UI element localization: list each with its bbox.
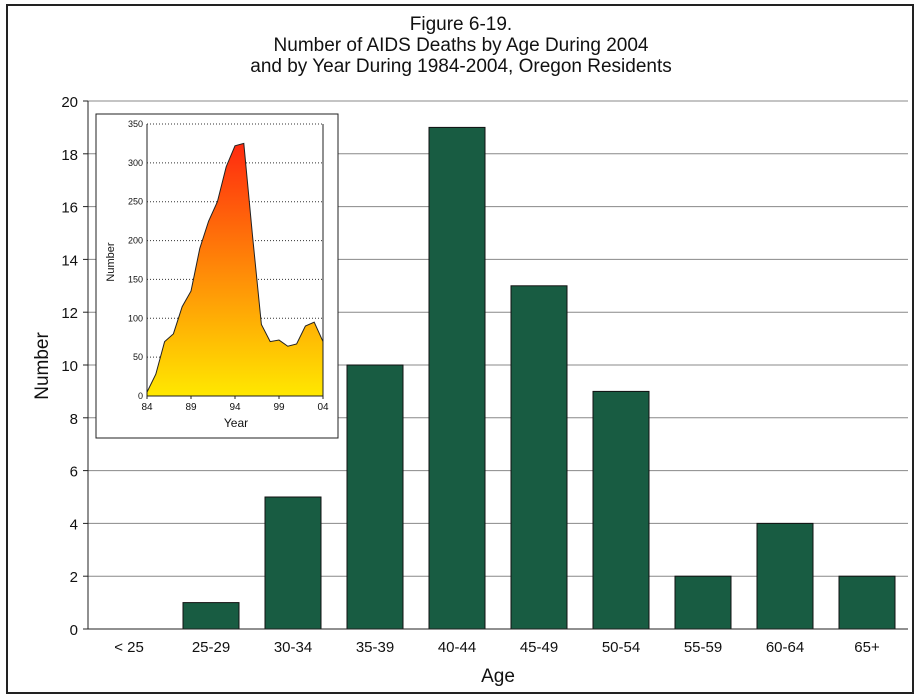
- inset-y-tick-label: 200: [128, 236, 143, 246]
- x-tick-label: 55-59: [684, 639, 722, 656]
- x-tick-label: 30-34: [274, 639, 312, 656]
- inset-y-tick-label: 350: [128, 119, 143, 129]
- y-tick-label: 14: [61, 252, 78, 269]
- bar: [756, 522, 814, 630]
- main-x-tick-labels: < 25 25-29 30-34 35-39 40-44 45-49 50-54 55-59 6…: [114, 639, 880, 656]
- x-tick-label: 60-64: [766, 639, 804, 656]
- inset-y-tick-labels: 0 50 100 150 200 250 300 350: [128, 119, 143, 401]
- y-axis-label: Number: [32, 332, 53, 400]
- figure-title: Figure 6-19.: [409, 14, 513, 35]
- figure-subtitle-line-1: Number of AIDS Deaths by Age During 2004: [273, 35, 649, 56]
- x-tick-label: 40-44: [438, 639, 476, 656]
- inset-x-tick-labels: 84 89 94 99 04: [141, 396, 329, 413]
- main-bars: [182, 126, 896, 630]
- y-tick-label: 4: [70, 516, 78, 533]
- inset-x-tick-label: 99: [273, 402, 285, 413]
- y-tick-label: 0: [70, 622, 78, 639]
- x-tick-label: 65+: [854, 639, 880, 656]
- x-tick-label: 50-54: [602, 639, 640, 656]
- x-tick-label: 35-39: [356, 639, 394, 656]
- inset-y-tick-label: 150: [128, 274, 143, 284]
- y-tick-label: 16: [61, 200, 78, 217]
- y-tick-label: 8: [70, 411, 78, 428]
- y-tick-label: 12: [61, 305, 78, 322]
- inset-x-tick-label: 94: [229, 402, 241, 413]
- inset-y-tick-label: 0: [138, 391, 143, 401]
- figure-subtitle-line-2: and by Year During 1984-2004, Oregon Res…: [250, 56, 672, 77]
- y-tick-label: 2: [70, 569, 78, 586]
- bar: [264, 496, 322, 630]
- inset-area-series: [146, 142, 324, 397]
- y-tick-label: 10: [61, 358, 78, 375]
- inset-x-tick-label: 89: [185, 402, 197, 413]
- inset-area-chart: 0 50 100 150 200 250 300 350 84 89 94 99 04 Year Nu…: [95, 113, 339, 439]
- inset-x-axis-label: Year: [224, 416, 248, 430]
- inset-x-tick-label: 84: [141, 402, 153, 413]
- bar: [674, 575, 732, 630]
- bar: [838, 575, 896, 630]
- bar: [510, 285, 568, 630]
- bar: [346, 364, 404, 630]
- y-tick-label: 18: [61, 147, 78, 164]
- inset-y-tick-label: 300: [128, 158, 143, 168]
- inset-area: [146, 142, 324, 397]
- inset-y-tick-label: 50: [133, 352, 143, 362]
- inset-y-tick-label: 100: [128, 313, 143, 323]
- inset-y-tick-label: 250: [128, 197, 143, 207]
- x-tick-label: 25-29: [192, 639, 230, 656]
- x-axis-label: Age: [481, 666, 515, 687]
- inset-x-tick-label: 04: [317, 402, 329, 413]
- y-tick-label: 20: [61, 94, 78, 111]
- y-tick-label: 6: [70, 464, 78, 481]
- bar: [182, 602, 240, 630]
- bar: [592, 390, 650, 630]
- x-tick-label: < 25: [114, 639, 144, 656]
- bar: [428, 126, 486, 630]
- main-y-tick-labels: 0 2 4 6 8 10 12 14 16 18 20: [61, 94, 88, 639]
- inset-y-axis-label: Number: [105, 242, 117, 281]
- x-tick-label: 45-49: [520, 639, 558, 656]
